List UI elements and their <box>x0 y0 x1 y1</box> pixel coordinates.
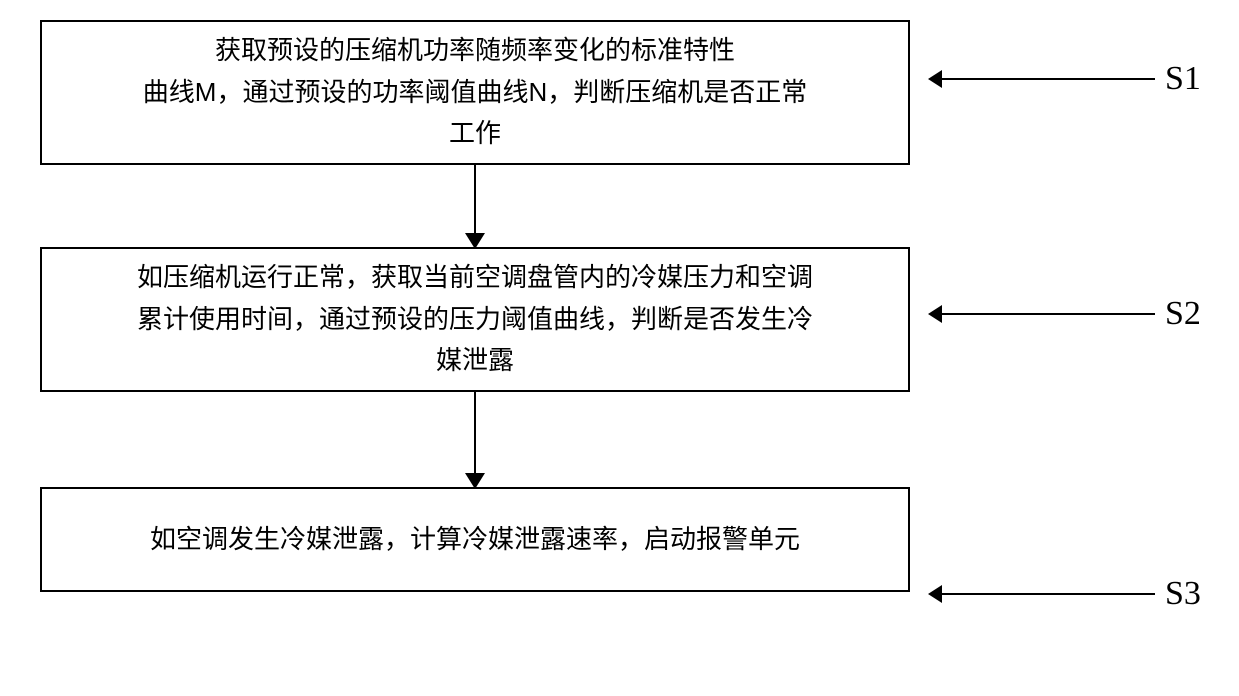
label-connector-s3: S3 <box>930 575 1201 613</box>
step-box-s2: 如压缩机运行正常，获取当前空调盘管内的冷媒压力和空调 累计使用时间，通过预设的压… <box>40 247 910 392</box>
step-box-s3: 如空调发生冷媒泄露，计算冷媒泄露速率，启动报警单元 <box>40 487 910 592</box>
arrow-s2-to-s3 <box>40 392 910 487</box>
label-text-s1: S1 <box>1165 60 1201 98</box>
label-arrow-icon <box>930 78 1155 80</box>
label-text-s3: S3 <box>1165 575 1201 613</box>
label-connector-s2: S2 <box>930 295 1201 333</box>
label-text-s2: S2 <box>1165 295 1201 333</box>
step-box-s1: 获取预设的压缩机功率随频率变化的标准特性 曲线M，通过预设的功率阈值曲线N，判断… <box>40 20 910 165</box>
label-connector-s1: S1 <box>930 60 1201 98</box>
label-arrow-icon <box>930 593 1155 595</box>
arrow-down-icon <box>474 392 476 487</box>
step-text-s2: 如压缩机运行正常，获取当前空调盘管内的冷媒压力和空调 累计使用时间，通过预设的压… <box>137 257 813 382</box>
step-text-s1: 获取预设的压缩机功率随频率变化的标准特性 曲线M，通过预设的功率阈值曲线N，判断… <box>143 30 807 155</box>
arrow-s1-to-s2 <box>40 165 910 247</box>
arrow-down-icon <box>474 165 476 247</box>
flowchart-container: 获取预设的压缩机功率随频率变化的标准特性 曲线M，通过预设的功率阈值曲线N，判断… <box>40 20 1200 592</box>
step-text-s3: 如空调发生冷媒泄露，计算冷媒泄露速率，启动报警单元 <box>150 519 800 561</box>
label-arrow-icon <box>930 313 1155 315</box>
